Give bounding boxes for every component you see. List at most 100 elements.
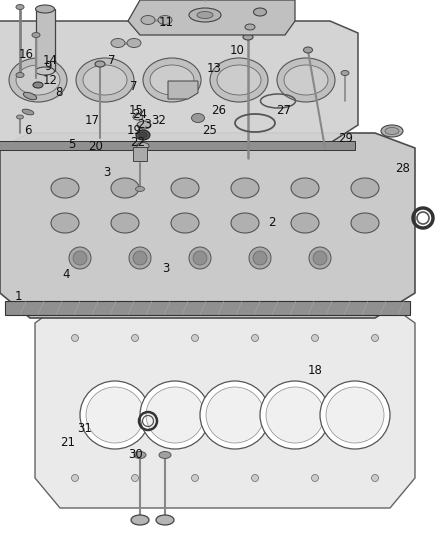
Ellipse shape — [16, 4, 24, 10]
Text: 14: 14 — [42, 53, 57, 67]
Ellipse shape — [351, 178, 379, 198]
Ellipse shape — [32, 33, 40, 37]
Polygon shape — [35, 305, 415, 508]
Ellipse shape — [197, 12, 213, 19]
Ellipse shape — [150, 65, 194, 95]
Bar — [0, 141, 355, 150]
Ellipse shape — [133, 114, 143, 120]
Text: 17: 17 — [85, 114, 99, 126]
Polygon shape — [128, 0, 295, 35]
Ellipse shape — [371, 335, 378, 342]
Text: 18: 18 — [307, 364, 322, 376]
Ellipse shape — [311, 474, 318, 481]
Ellipse shape — [217, 65, 261, 95]
Ellipse shape — [309, 247, 331, 269]
Ellipse shape — [22, 109, 34, 115]
Ellipse shape — [140, 381, 210, 449]
Ellipse shape — [191, 114, 205, 123]
Ellipse shape — [311, 335, 318, 342]
Ellipse shape — [189, 247, 211, 269]
Ellipse shape — [35, 67, 54, 75]
Ellipse shape — [71, 474, 78, 481]
Text: 30: 30 — [129, 448, 143, 462]
Ellipse shape — [131, 474, 138, 481]
Text: 7: 7 — [108, 54, 116, 68]
Ellipse shape — [143, 58, 201, 102]
Ellipse shape — [253, 251, 267, 265]
Ellipse shape — [129, 247, 151, 269]
Ellipse shape — [76, 58, 134, 102]
Polygon shape — [0, 21, 358, 143]
Text: 2: 2 — [268, 216, 276, 230]
Text: 19: 19 — [127, 125, 141, 138]
Ellipse shape — [266, 387, 324, 443]
Text: 25: 25 — [202, 125, 217, 138]
Ellipse shape — [86, 387, 144, 443]
Ellipse shape — [51, 213, 79, 233]
Ellipse shape — [284, 65, 328, 95]
Ellipse shape — [16, 65, 60, 95]
Ellipse shape — [139, 132, 147, 138]
Ellipse shape — [133, 251, 147, 265]
Text: 7: 7 — [130, 80, 138, 93]
Bar — [133, 147, 147, 161]
Ellipse shape — [254, 8, 266, 16]
Ellipse shape — [313, 251, 327, 265]
Ellipse shape — [23, 92, 37, 100]
Ellipse shape — [17, 115, 24, 119]
Ellipse shape — [146, 387, 204, 443]
Ellipse shape — [141, 15, 155, 25]
Text: 13: 13 — [207, 62, 222, 76]
Ellipse shape — [320, 381, 390, 449]
Text: 3: 3 — [162, 262, 170, 274]
Ellipse shape — [134, 451, 146, 458]
Text: 1: 1 — [14, 289, 22, 303]
Text: 6: 6 — [24, 125, 32, 138]
Ellipse shape — [260, 381, 330, 449]
Text: 9: 9 — [44, 61, 52, 74]
Ellipse shape — [191, 474, 198, 481]
Bar — [5, 301, 410, 315]
Text: 5: 5 — [68, 139, 76, 151]
Ellipse shape — [341, 70, 349, 76]
Ellipse shape — [136, 130, 150, 140]
Text: 23: 23 — [138, 118, 152, 132]
Bar — [36, 9, 55, 71]
Ellipse shape — [231, 213, 259, 233]
Ellipse shape — [137, 142, 149, 149]
Text: 10: 10 — [230, 44, 244, 58]
Ellipse shape — [206, 387, 264, 443]
Ellipse shape — [156, 515, 174, 525]
Ellipse shape — [200, 381, 270, 449]
Ellipse shape — [35, 5, 54, 13]
Text: 27: 27 — [276, 104, 292, 117]
Ellipse shape — [131, 335, 138, 342]
Text: 32: 32 — [152, 115, 166, 127]
Ellipse shape — [249, 247, 271, 269]
Text: 20: 20 — [88, 141, 103, 154]
Text: 31: 31 — [78, 422, 92, 434]
Text: 12: 12 — [42, 74, 57, 86]
Ellipse shape — [351, 213, 379, 233]
Text: 15: 15 — [129, 103, 143, 117]
Text: 22: 22 — [131, 136, 145, 149]
Ellipse shape — [69, 247, 91, 269]
Text: 11: 11 — [159, 15, 173, 28]
Ellipse shape — [251, 474, 258, 481]
Ellipse shape — [83, 65, 127, 95]
Ellipse shape — [111, 38, 125, 47]
Ellipse shape — [326, 387, 384, 443]
Ellipse shape — [304, 47, 312, 53]
Ellipse shape — [231, 178, 259, 198]
Text: 29: 29 — [339, 132, 353, 144]
Ellipse shape — [80, 381, 150, 449]
Ellipse shape — [385, 127, 399, 134]
Ellipse shape — [243, 34, 253, 40]
Ellipse shape — [111, 178, 139, 198]
Ellipse shape — [171, 213, 199, 233]
Ellipse shape — [33, 82, 43, 88]
Ellipse shape — [210, 58, 268, 102]
Ellipse shape — [71, 335, 78, 342]
Ellipse shape — [171, 178, 199, 198]
Ellipse shape — [51, 178, 79, 198]
